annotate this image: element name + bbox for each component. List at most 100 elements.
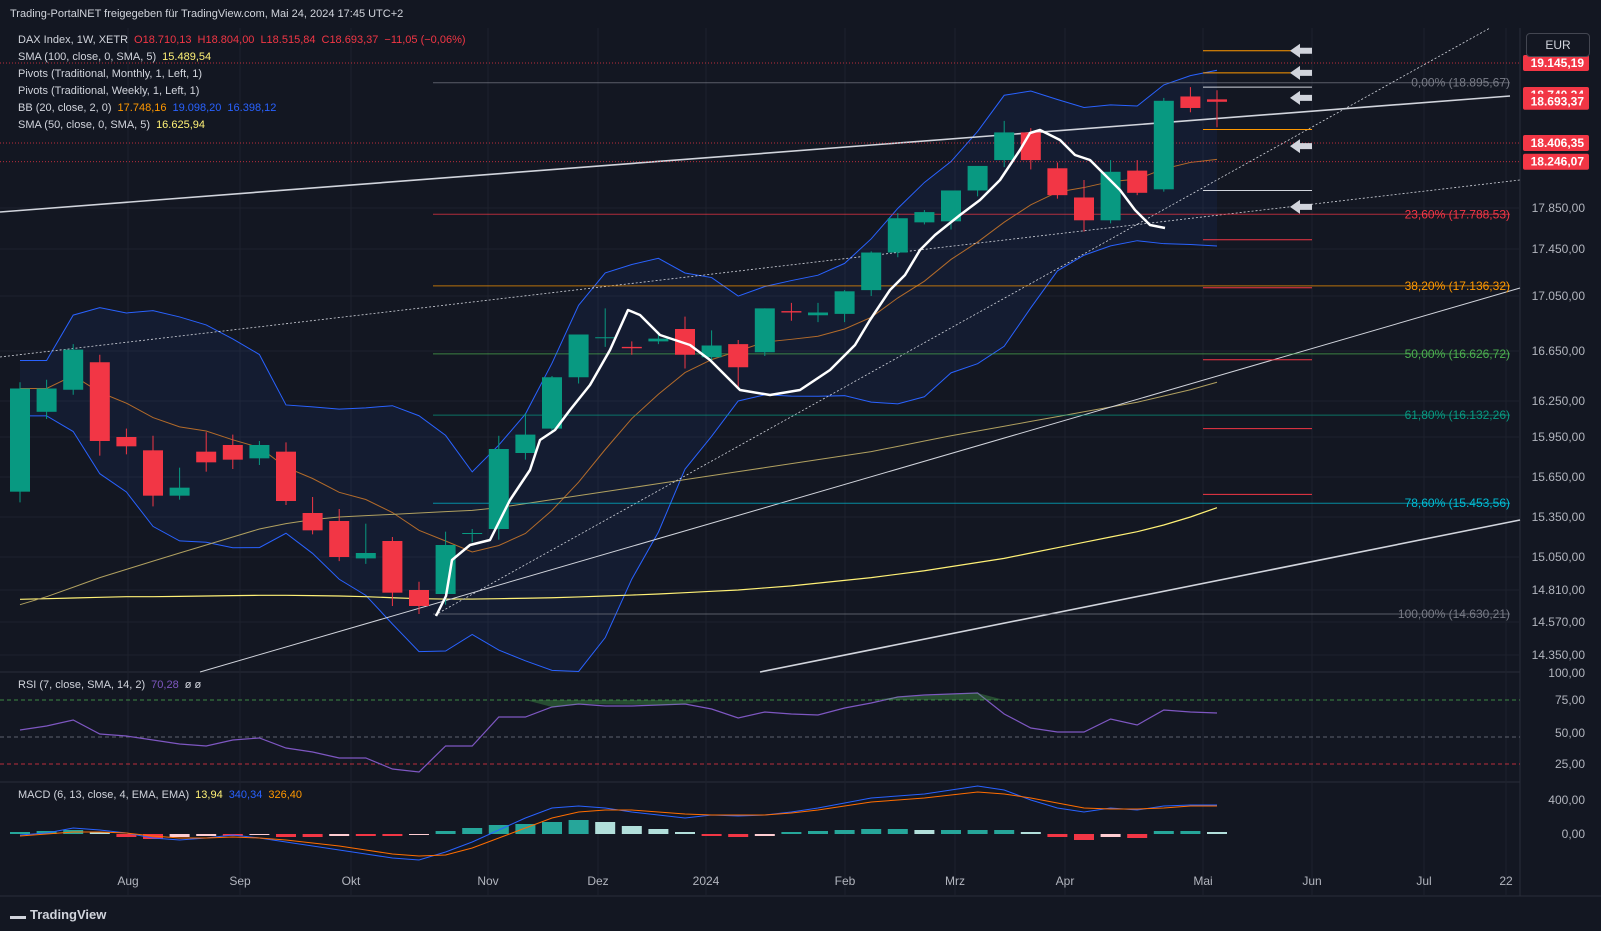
macd-line-value: 340,34 <box>229 789 263 801</box>
change-value: −11,05 (−0,06%) <box>384 34 465 46</box>
candle-body <box>755 308 775 352</box>
y-axis-tick: 14.350,00 <box>1532 648 1586 662</box>
candle-body <box>409 590 429 606</box>
legend-macd[interactable]: MACD (6, 13, close, 4, EMA, EMA) 13,94 340… <box>18 789 308 801</box>
x-axis-label: Dez <box>587 874 608 888</box>
fib-level-label: 38,20% (17.136,32) <box>1405 279 1510 293</box>
macd-histogram-bar <box>249 834 269 835</box>
macd-histogram-bar <box>595 822 615 834</box>
candle-body <box>276 452 296 501</box>
close-value: C18.693,37 <box>322 34 379 46</box>
candle-body <box>861 253 881 291</box>
macd-histogram-bar <box>1021 832 1041 834</box>
sma50-value: 16.625,94 <box>156 119 205 131</box>
x-axis-label: Sep <box>229 874 251 888</box>
macd-histogram-bar <box>648 829 668 834</box>
candle-body <box>781 311 801 312</box>
candle-body <box>1180 96 1200 108</box>
bb-name: BB (20, close, 2, 0) <box>18 102 112 114</box>
macd-histogram-bar <box>622 826 642 834</box>
candle-body <box>622 347 642 348</box>
price-tag-label: 18.246,07 <box>1531 155 1585 169</box>
macd-histogram-bar <box>675 832 695 834</box>
macd-histogram-bar <box>569 820 589 834</box>
macd-name: MACD (6, 13, close, 4, EMA, EMA) <box>18 789 189 801</box>
price-tag-label: 18.693,37 <box>1531 95 1585 109</box>
candle-body <box>116 437 136 446</box>
x-axis-label: 2024 <box>693 874 720 888</box>
macd-histogram-bar <box>276 834 296 837</box>
rsi-axis-tick: 25,00 <box>1555 757 1585 771</box>
x-axis-label: Jun <box>1302 874 1321 888</box>
macd-histogram-bar <box>303 834 323 837</box>
y-axis-tick: 15.350,00 <box>1532 510 1586 524</box>
sma100-name: SMA (100, close, 0, SMA, 5) <box>18 51 156 63</box>
legend-bb[interactable]: BB (20, close, 2, 0) 17.748,16 19.098,20 16… <box>18 102 282 114</box>
macd-histogram-bar <box>382 834 402 836</box>
sma100-value: 15.489,54 <box>162 51 211 63</box>
bb-lower-value: 16.398,12 <box>227 102 276 114</box>
tradingview-logo[interactable]: TradingView <box>10 906 106 922</box>
macd-histogram-bar <box>462 828 482 834</box>
macd-histogram-bar <box>1154 831 1174 834</box>
rsi-axis-tick: 75,00 <box>1555 693 1585 707</box>
candle-body <box>37 389 57 412</box>
legend-sma50[interactable]: SMA (50, close, 0, SMA, 5) 16.625,94 <box>18 119 211 131</box>
macd-histogram-bar <box>1180 831 1200 834</box>
macd-histogram-bar <box>994 830 1014 834</box>
macd-histogram-bar <box>196 834 216 836</box>
brand-name: TradingView <box>30 907 106 922</box>
currency-button[interactable]: EUR <box>1526 33 1590 57</box>
legend-pivots-monthly[interactable]: Pivots (Traditional, Monthly, 1, Left, 1… <box>18 68 208 80</box>
macd-signal-value: 326,40 <box>268 789 302 801</box>
candle-body <box>196 452 216 463</box>
rsi-name: RSI (7, close, SMA, 14, 2) <box>18 679 145 691</box>
chart-header: Trading-PortalNET freigegeben für Tradin… <box>10 8 403 20</box>
legend-main: DAX Index, 1W, XETR O18.710,13 H18.804,00 L… <box>18 34 472 46</box>
candle-body <box>1127 171 1147 193</box>
candle-body <box>489 449 509 529</box>
legend-rsi[interactable]: RSI (7, close, SMA, 14, 2) 70,28 ø ø <box>18 679 207 691</box>
rsi-axis-tick: 100,00 <box>1548 666 1585 680</box>
fib-level-label: 100,00% (14.630,21) <box>1398 607 1510 621</box>
y-axis-tick: 14.810,00 <box>1532 583 1586 597</box>
macd-histogram-bar <box>1074 834 1094 840</box>
candle-body <box>648 339 668 342</box>
candle-body <box>994 132 1014 160</box>
macd-histogram-bar <box>702 834 722 836</box>
pivots-weekly-name: Pivots (Traditional, Weekly, 1, Left, 1) <box>18 85 199 97</box>
candle-body <box>914 212 934 222</box>
candle-body <box>728 344 748 367</box>
candle-body <box>462 533 482 534</box>
macd-histogram-bar <box>1207 832 1227 834</box>
x-axis-label: Okt <box>342 874 361 888</box>
x-axis-label: Jul <box>1416 874 1431 888</box>
high-value: H18.804,00 <box>198 34 255 46</box>
fib-level-label: 0,00% (18.895,67) <box>1411 76 1510 90</box>
candle-body <box>569 335 589 378</box>
sma50-name: SMA (50, close, 0, SMA, 5) <box>18 119 150 131</box>
macd-histogram-bar <box>861 829 881 834</box>
bb-upper-value: 19.098,20 <box>172 102 221 114</box>
legend-pivots-weekly[interactable]: Pivots (Traditional, Weekly, 1, Left, 1) <box>18 85 205 97</box>
macd-histogram-bar <box>1127 834 1147 838</box>
candle-body <box>223 445 243 460</box>
macd-histogram-bar <box>968 830 988 834</box>
candle-body <box>170 488 190 496</box>
macd-histogram-bar <box>409 834 429 835</box>
x-axis-label: Apr <box>1056 874 1075 888</box>
rsi-extra: ø ø <box>185 679 202 691</box>
candle-body <box>10 389 30 492</box>
legend-sma100[interactable]: SMA (100, close, 0, SMA, 5) 15.489,54 <box>18 51 217 63</box>
y-axis-tick: 15.650,00 <box>1532 470 1586 484</box>
candle-body <box>1074 197 1094 220</box>
y-axis-tick: 16.650,00 <box>1532 344 1586 358</box>
candle-body <box>356 553 376 558</box>
fib-level-label: 61,80% (16.132,26) <box>1405 408 1510 422</box>
y-axis-tick: 17.450,00 <box>1532 242 1586 256</box>
symbol-name[interactable]: DAX Index, 1W, XETR <box>18 34 128 46</box>
candle-body <box>595 337 615 338</box>
rsi-value: 70,28 <box>151 679 179 691</box>
x-axis-label: Aug <box>117 874 138 888</box>
candle-body <box>303 513 323 530</box>
